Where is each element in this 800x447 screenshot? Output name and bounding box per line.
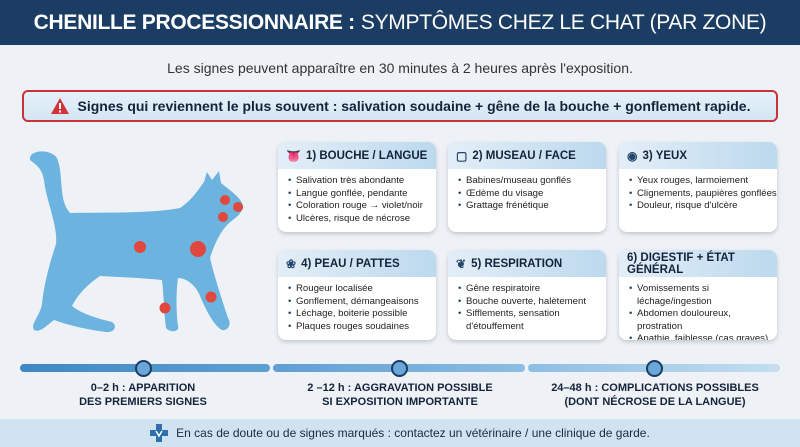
- symptom-list: Vomissements si léchage/ingestionAbdomen…: [619, 277, 777, 340]
- timeline-label-line: 2 –12 h : AGGRAVATION POSSIBLE: [307, 382, 493, 394]
- card-header: ❦ 5) RESPIRATION: [448, 250, 606, 277]
- footer-banner: En cas de doute ou de signes marqués : c…: [0, 419, 800, 447]
- card-header: ❀ 4) PEAU / PATTES: [278, 250, 436, 277]
- symptom-item: Coloration rouge → violet/noir: [288, 200, 436, 213]
- timeline-label-3: 24–48 h : COMPLICATIONS POSSIBLES (DONT N…: [535, 381, 775, 409]
- symptom-item: Sifflements, sensation d'étouffement: [458, 308, 606, 333]
- cat-face-icon: ▢: [456, 148, 468, 163]
- timeline-marker-1: [135, 360, 152, 377]
- symptom-item: Salivation très abondante: [288, 175, 436, 188]
- card-header: ▢ 2) MUSEAU / FACE: [448, 142, 606, 169]
- cat-illustration: [29, 151, 244, 333]
- title-bold: CHENILLE PROCESSIONNAIRE :: [33, 10, 356, 34]
- symptom-list: Rougeur localiséeGonflement, démangeaiso…: [278, 277, 436, 333]
- symptom-item: Clignements, paupières gonflées: [629, 188, 777, 201]
- title-light: SYMPTÔMES CHEZ LE CHAT (PAR ZONE): [360, 10, 767, 34]
- title-banner: CHENILLE PROCESSIONNAIRE : SYMPTÔMES CHE…: [0, 0, 800, 45]
- timeline-label-1: 0–2 h : APPARITION DES PREMIERS SIGNES: [23, 381, 263, 409]
- symptom-card: 6) DIGESTIF + ÉTAT GÉNÉRALVomissements s…: [619, 250, 777, 340]
- timeline-label-line: SI EXPOSITION IMPORTANTE: [322, 396, 478, 408]
- timeline-marker-2: [391, 360, 408, 377]
- card-title: 4) PEAU / PATTES: [301, 257, 400, 270]
- tongue-icon: 👅: [286, 148, 301, 163]
- lungs-icon: ❦: [456, 256, 467, 271]
- card-title: 5) RESPIRATION: [471, 257, 563, 270]
- card-title: 1) BOUCHE / LANGUE: [305, 149, 428, 162]
- symptom-item: Apathie, faiblesse (cas graves): [629, 333, 777, 340]
- vet-cross-icon: [150, 424, 169, 442]
- symptom-item: Grattage frénétique: [458, 200, 606, 213]
- card-title: 6) DIGESTIF + ÉTAT GÉNÉRAL: [627, 251, 735, 276]
- warning-triangle-icon: [50, 98, 69, 114]
- symptom-item: Babines/museau gonflés: [458, 175, 606, 188]
- symptom-item: Langue gonflée, pendante: [288, 188, 436, 201]
- timeline-label-line: 24–48 h : COMPLICATIONS POSSIBLES: [551, 382, 759, 394]
- timeline-label-2: 2 –12 h : AGGRAVATION POSSIBLE SI EXPOSIT…: [280, 381, 520, 409]
- card-title: 2) MUSEAU / FACE: [472, 149, 576, 162]
- symptom-list: Salivation très abondanteLangue gonflée,…: [278, 169, 436, 225]
- symptom-item: Abdomen douloureux, prostration: [629, 308, 777, 333]
- alert-box: Signes qui reviennent le plus souvent : …: [22, 90, 778, 122]
- symptom-item: Douleur, risque d'ulcère: [629, 200, 777, 213]
- symptom-item: Léchage, boiterie possible: [288, 308, 436, 321]
- symptom-item: Gêne respiratoire: [458, 283, 606, 296]
- symptom-item: Rougeur localisée: [288, 283, 436, 296]
- symptom-item: Gonflement, démangeaisons: [288, 296, 436, 309]
- symptom-card: ▢ 2) MUSEAU / FACE Babines/museau gonflésŒ…: [448, 142, 606, 232]
- symptom-card: ❀ 4) PEAU / PATTES Rougeur localiséeGonfle…: [278, 250, 436, 340]
- timeline-label-line: (DONT NÉCROSE DE LA LANGUE): [564, 396, 746, 408]
- card-header: ◉ 3) YEUX: [619, 142, 777, 169]
- card-header: 6) DIGESTIF + ÉTAT GÉNÉRAL: [619, 250, 777, 277]
- symptom-item: Œdème du visage: [458, 188, 606, 201]
- symptom-item: Ulcères, risque de nécrose: [288, 213, 436, 226]
- cat-silhouette: [29, 151, 244, 333]
- symptom-list: Gêne respiratoireBouche ouverte, halètem…: [448, 277, 606, 333]
- timeline-label-line: DES PREMIERS SIGNES: [79, 396, 207, 408]
- eye-icon: ◉: [627, 148, 638, 163]
- symptom-list: Yeux rouges, larmoiementClignements, pau…: [619, 169, 777, 213]
- symptom-list: Babines/museau gonflésŒdème du visageGra…: [448, 169, 606, 213]
- footer-text: En cas de doute ou de signes marqués : c…: [176, 426, 650, 440]
- subtitle: Les signes peuvent apparaître en 30 minu…: [167, 60, 633, 76]
- symptom-item: Bouche ouverte, halètement: [458, 296, 606, 309]
- symptom-card: ◉ 3) YEUX Yeux rouges, larmoiementCligneme…: [619, 142, 777, 232]
- symptom-item: Plaques rouges soudaines: [288, 321, 436, 334]
- symptom-item: Yeux rouges, larmoiement: [629, 175, 777, 188]
- card-title: 3) YEUX: [642, 149, 688, 162]
- timeline-label-line: 0–2 h : APPARITION: [90, 382, 196, 394]
- card-header: 👅 1) BOUCHE / LANGUE: [278, 142, 436, 169]
- alert-text: Signes qui reviennent le plus souvent : …: [77, 98, 751, 114]
- paw-icon: ❀: [286, 256, 297, 271]
- symptom-item: Vomissements si léchage/ingestion: [629, 283, 777, 308]
- timeline-marker-3: [646, 360, 663, 377]
- symptom-card: 👅 1) BOUCHE / LANGUE Salivation très abond…: [278, 142, 436, 232]
- symptom-card: ❦ 5) RESPIRATION Gêne respiratoireBouche o…: [448, 250, 606, 340]
